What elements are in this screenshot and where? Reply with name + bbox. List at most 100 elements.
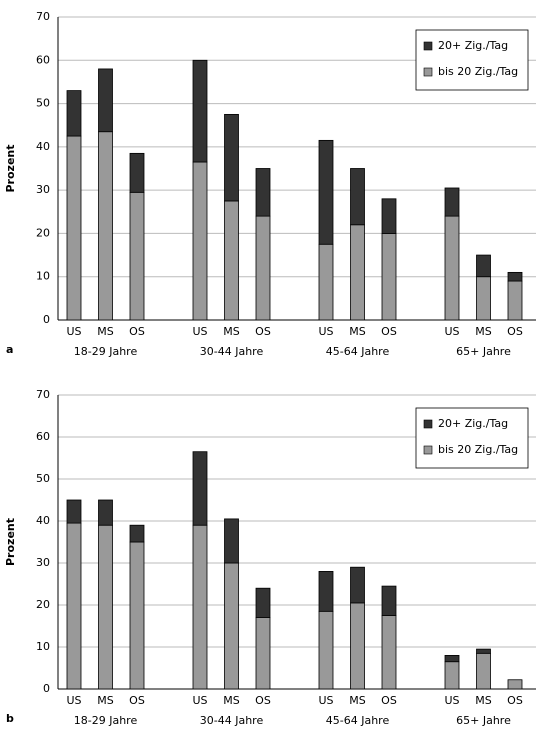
x-tick-label: MS [97, 325, 113, 338]
bar-segment [224, 518, 239, 564]
x-tick-label: OS [507, 694, 523, 707]
bar-segment [444, 655, 460, 663]
legend-swatch [423, 41, 433, 51]
y-axis-label: Prozent [4, 145, 17, 193]
bar-segment [381, 585, 397, 616]
y-tick-label: 70 [36, 388, 50, 401]
bar-segment [476, 652, 491, 690]
legend-label: bis 20 Zig./Tag [438, 65, 518, 78]
bar-segment [507, 271, 523, 282]
bar-segment [192, 59, 208, 163]
bar-segment [476, 648, 491, 654]
panel-label: b [6, 712, 14, 725]
group-label: 30-44 Jahre [200, 345, 264, 358]
x-tick-label: OS [129, 694, 145, 707]
bar-segment [318, 571, 334, 612]
legend-swatch [423, 445, 433, 455]
y-tick-label: 20 [36, 598, 50, 611]
group-label: 30-44 Jahre [200, 714, 264, 727]
bar-segment [98, 131, 113, 321]
x-tick-label: OS [381, 325, 397, 338]
bar-segment [444, 215, 460, 321]
bar-segment [98, 524, 113, 690]
bar-segment [224, 562, 239, 690]
legend-swatch [423, 67, 433, 77]
x-tick-label: OS [507, 325, 523, 338]
x-tick-label: MS [223, 325, 239, 338]
y-tick-label: 30 [36, 556, 50, 569]
y-tick-label: 20 [36, 226, 50, 239]
bar-segment [224, 113, 239, 202]
bar-segment [318, 243, 334, 321]
bar-segment [129, 191, 145, 321]
bar-segment [255, 587, 271, 619]
x-tick-label: MS [349, 694, 365, 707]
bar-segment [476, 254, 491, 278]
bar-segment [66, 90, 82, 137]
bar-segment [66, 522, 82, 690]
bar-segment [255, 215, 271, 321]
legend-label: 20+ Zig./Tag [438, 417, 508, 430]
legend-box [415, 407, 529, 469]
x-tick-label: US [318, 694, 333, 707]
bar-segment [129, 524, 145, 543]
x-tick-label: US [66, 694, 81, 707]
x-tick-label: OS [381, 694, 397, 707]
bar-segment [350, 602, 365, 690]
group-label: 65+ Jahre [456, 714, 511, 727]
x-tick-label: US [444, 325, 459, 338]
legend-label: 20+ Zig./Tag [438, 39, 508, 52]
bar-segment [255, 168, 271, 217]
bar-segment [192, 161, 208, 321]
bar-segment [318, 610, 334, 690]
y-axis-label: Prozent [4, 518, 17, 566]
x-tick-label: OS [255, 694, 271, 707]
bar-segment [381, 233, 397, 321]
bar-segment [129, 541, 145, 690]
bar-segment [192, 524, 208, 690]
group-label: 45-64 Jahre [326, 714, 390, 727]
legend-swatch [423, 419, 433, 429]
group-label: 18-29 Jahre [74, 714, 138, 727]
y-tick-label: 0 [43, 313, 50, 326]
bar-segment [507, 280, 523, 321]
y-tick-label: 50 [36, 97, 50, 110]
group-label: 65+ Jahre [456, 345, 511, 358]
bar-segment [381, 198, 397, 234]
bar-segment [129, 152, 145, 193]
legend-box [415, 29, 529, 91]
bar-segment [444, 661, 460, 690]
x-tick-label: MS [97, 694, 113, 707]
y-tick-label: 0 [43, 682, 50, 695]
x-tick-label: MS [475, 694, 491, 707]
x-tick-label: US [192, 325, 207, 338]
bar-segment [381, 615, 397, 690]
y-tick-label: 50 [36, 472, 50, 485]
bar-segment [66, 499, 82, 524]
x-tick-label: OS [129, 325, 145, 338]
bar-segment [318, 139, 334, 245]
x-tick-label: MS [223, 694, 239, 707]
group-label: 18-29 Jahre [74, 345, 138, 358]
x-tick-label: US [444, 694, 459, 707]
bar-segment [350, 168, 365, 226]
y-tick-label: 40 [36, 140, 50, 153]
bar-segment [66, 135, 82, 321]
group-label: 45-64 Jahre [326, 345, 390, 358]
x-tick-label: US [192, 694, 207, 707]
y-tick-label: 60 [36, 53, 50, 66]
bar-segment [476, 276, 491, 321]
y-tick-label: 70 [36, 10, 50, 23]
bar-segment [98, 68, 113, 133]
x-tick-label: US [66, 325, 81, 338]
panel-label: a [6, 343, 13, 356]
bar-segment [507, 679, 523, 690]
y-tick-label: 10 [36, 270, 50, 283]
bar-segment [255, 617, 271, 690]
bar-segment [444, 187, 460, 217]
y-tick-label: 40 [36, 514, 50, 527]
x-tick-label: MS [475, 325, 491, 338]
bar-segment [192, 451, 208, 526]
bar-segment [98, 499, 113, 526]
